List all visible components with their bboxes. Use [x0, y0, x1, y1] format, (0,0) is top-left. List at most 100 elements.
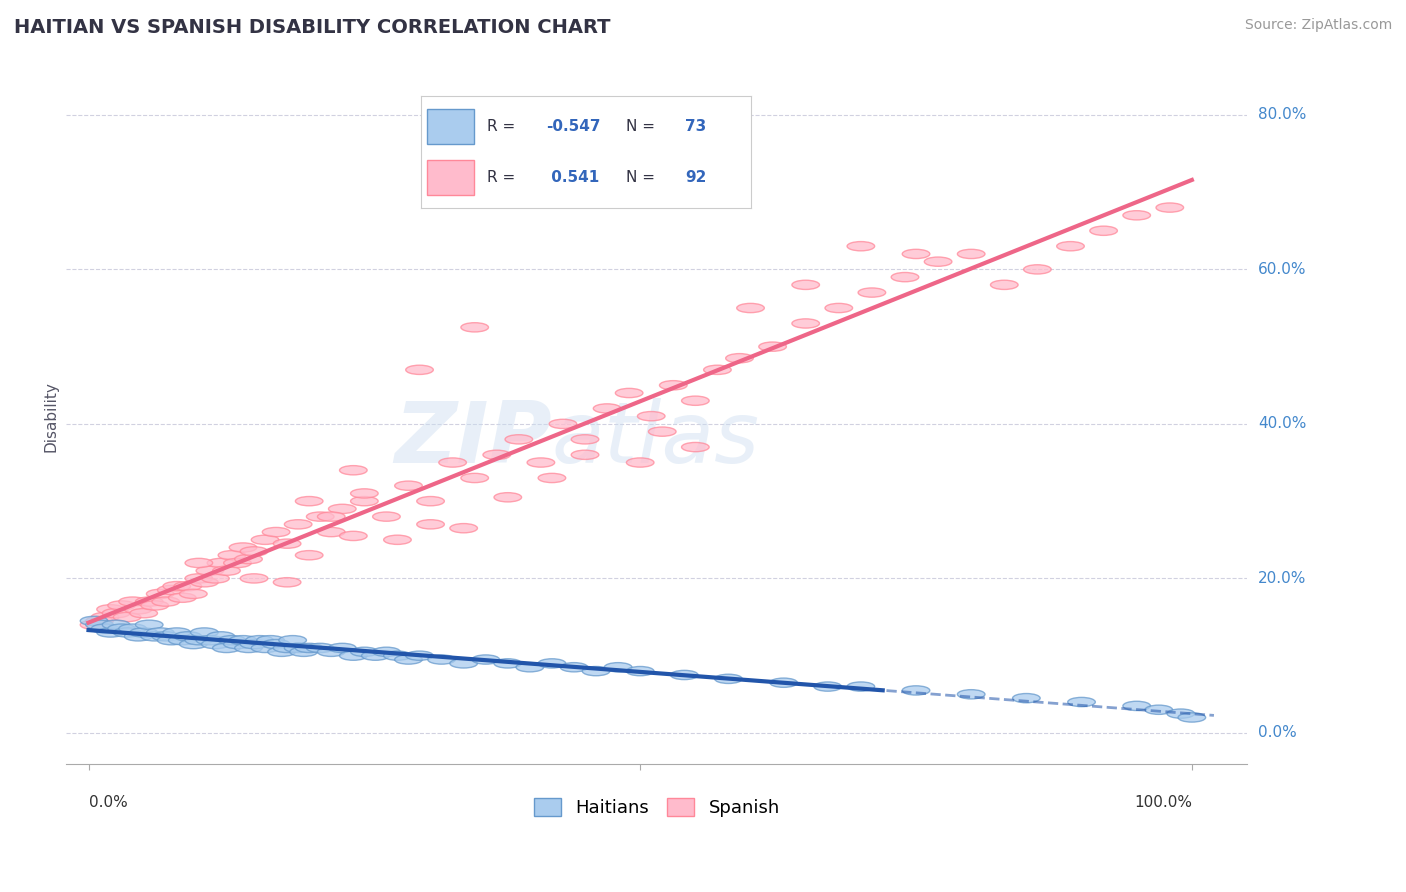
Text: 40.0%: 40.0%: [1258, 417, 1306, 432]
Text: 0.0%: 0.0%: [89, 795, 128, 810]
Ellipse shape: [538, 659, 565, 668]
Legend: Haitians, Spanish: Haitians, Spanish: [526, 790, 787, 824]
Ellipse shape: [186, 574, 212, 583]
Ellipse shape: [278, 636, 307, 645]
Ellipse shape: [307, 512, 335, 521]
Ellipse shape: [180, 590, 207, 599]
Ellipse shape: [152, 632, 180, 641]
Ellipse shape: [571, 434, 599, 444]
Ellipse shape: [450, 659, 478, 668]
Ellipse shape: [295, 643, 323, 653]
Ellipse shape: [224, 558, 252, 567]
Ellipse shape: [770, 678, 797, 688]
Ellipse shape: [218, 550, 246, 560]
Y-axis label: Disability: Disability: [44, 381, 58, 451]
Ellipse shape: [114, 628, 141, 637]
Ellipse shape: [593, 404, 621, 413]
Ellipse shape: [1144, 705, 1173, 714]
Ellipse shape: [201, 640, 229, 648]
Ellipse shape: [273, 539, 301, 549]
Ellipse shape: [605, 663, 631, 672]
Ellipse shape: [146, 628, 174, 637]
Text: 20.0%: 20.0%: [1258, 571, 1306, 586]
Ellipse shape: [814, 681, 842, 691]
Ellipse shape: [174, 632, 201, 641]
Ellipse shape: [516, 663, 544, 672]
Ellipse shape: [80, 620, 108, 630]
Ellipse shape: [163, 582, 191, 591]
Ellipse shape: [157, 585, 186, 595]
Ellipse shape: [627, 458, 654, 467]
Ellipse shape: [1123, 701, 1150, 711]
Ellipse shape: [103, 620, 129, 630]
Ellipse shape: [169, 636, 195, 645]
Ellipse shape: [1178, 713, 1206, 723]
Ellipse shape: [582, 666, 610, 676]
Ellipse shape: [180, 640, 207, 648]
Ellipse shape: [858, 288, 886, 297]
Ellipse shape: [384, 651, 411, 660]
Ellipse shape: [157, 636, 186, 645]
Ellipse shape: [284, 520, 312, 529]
Ellipse shape: [318, 527, 344, 537]
Ellipse shape: [80, 616, 108, 625]
Ellipse shape: [616, 388, 643, 398]
Ellipse shape: [1167, 709, 1195, 718]
Ellipse shape: [450, 524, 478, 533]
Ellipse shape: [191, 628, 218, 637]
Ellipse shape: [846, 681, 875, 691]
Ellipse shape: [129, 608, 157, 618]
Ellipse shape: [146, 590, 174, 599]
Ellipse shape: [114, 613, 141, 622]
Ellipse shape: [135, 597, 163, 607]
Ellipse shape: [224, 640, 252, 648]
Text: 80.0%: 80.0%: [1258, 107, 1306, 122]
Ellipse shape: [924, 257, 952, 267]
Ellipse shape: [416, 520, 444, 529]
Text: HAITIAN VS SPANISH DISABILITY CORRELATION CHART: HAITIAN VS SPANISH DISABILITY CORRELATIO…: [14, 18, 610, 37]
Ellipse shape: [218, 636, 246, 645]
Ellipse shape: [671, 671, 699, 680]
Ellipse shape: [339, 466, 367, 475]
Ellipse shape: [406, 651, 433, 660]
Ellipse shape: [207, 632, 235, 641]
Ellipse shape: [273, 578, 301, 587]
Ellipse shape: [339, 532, 367, 541]
Ellipse shape: [207, 558, 235, 567]
Ellipse shape: [152, 597, 180, 607]
Ellipse shape: [169, 593, 195, 602]
Ellipse shape: [329, 504, 356, 514]
Ellipse shape: [682, 396, 709, 405]
Ellipse shape: [186, 636, 212, 645]
Ellipse shape: [263, 527, 290, 537]
Ellipse shape: [252, 643, 278, 653]
Ellipse shape: [257, 636, 284, 645]
Ellipse shape: [295, 550, 323, 560]
Ellipse shape: [637, 411, 665, 421]
Ellipse shape: [361, 651, 389, 660]
Ellipse shape: [201, 574, 229, 583]
Ellipse shape: [957, 249, 986, 259]
Ellipse shape: [384, 535, 411, 544]
Ellipse shape: [538, 474, 565, 483]
Ellipse shape: [290, 648, 318, 657]
Text: atlas: atlas: [553, 398, 759, 481]
Ellipse shape: [174, 582, 201, 591]
Ellipse shape: [373, 512, 401, 521]
Ellipse shape: [505, 434, 533, 444]
Ellipse shape: [560, 663, 588, 672]
Ellipse shape: [350, 648, 378, 657]
Ellipse shape: [240, 574, 267, 583]
Ellipse shape: [284, 643, 312, 653]
Ellipse shape: [339, 651, 367, 660]
Ellipse shape: [648, 427, 676, 436]
Ellipse shape: [1067, 698, 1095, 706]
Ellipse shape: [191, 578, 218, 587]
Ellipse shape: [571, 450, 599, 459]
Ellipse shape: [395, 655, 422, 665]
Ellipse shape: [195, 636, 224, 645]
Ellipse shape: [494, 492, 522, 502]
Ellipse shape: [957, 690, 986, 699]
Ellipse shape: [1012, 693, 1040, 703]
Ellipse shape: [235, 643, 263, 653]
